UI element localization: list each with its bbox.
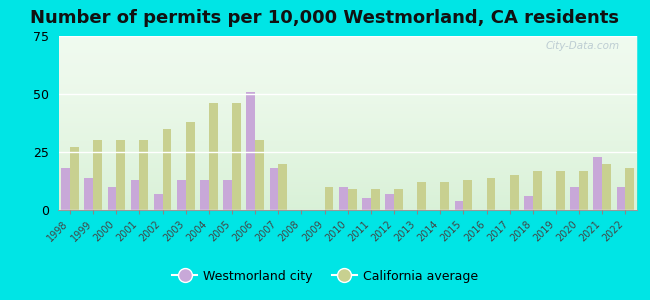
Bar [162, 129, 172, 210]
Bar [617, 187, 625, 210]
Bar [93, 140, 102, 210]
Text: Number of permits per 10,000 Westmorland, CA residents: Number of permits per 10,000 Westmorland… [31, 9, 619, 27]
Bar [454, 201, 463, 210]
Bar [324, 187, 333, 210]
Bar [510, 175, 519, 210]
Bar [603, 164, 611, 210]
Bar [348, 189, 357, 210]
Bar [140, 140, 148, 210]
Bar [487, 178, 495, 210]
Bar [131, 180, 140, 210]
Bar [625, 168, 634, 210]
Bar [255, 140, 264, 210]
Bar [533, 171, 541, 210]
Bar [394, 189, 403, 210]
Bar [385, 194, 394, 210]
Bar [223, 180, 232, 210]
Bar [570, 187, 579, 210]
Bar [232, 103, 241, 210]
Bar [116, 140, 125, 210]
Bar [463, 180, 473, 210]
Bar [417, 182, 426, 210]
Bar [177, 180, 186, 210]
Bar [209, 103, 218, 210]
Bar [61, 168, 70, 210]
Bar [593, 157, 603, 210]
Bar [524, 196, 533, 210]
Bar [339, 187, 348, 210]
Bar [200, 180, 209, 210]
Bar [107, 187, 116, 210]
Bar [579, 171, 588, 210]
Bar [84, 178, 93, 210]
Bar [246, 92, 255, 210]
Bar [154, 194, 162, 210]
Legend: Westmorland city, California average: Westmorland city, California average [167, 265, 483, 288]
Bar [186, 122, 194, 210]
Bar [362, 198, 371, 210]
Bar [556, 171, 565, 210]
Bar [371, 189, 380, 210]
Bar [278, 164, 287, 210]
Text: City-Data.com: City-Data.com [545, 41, 619, 51]
Bar [270, 168, 278, 210]
Bar [70, 147, 79, 210]
Bar [440, 182, 449, 210]
